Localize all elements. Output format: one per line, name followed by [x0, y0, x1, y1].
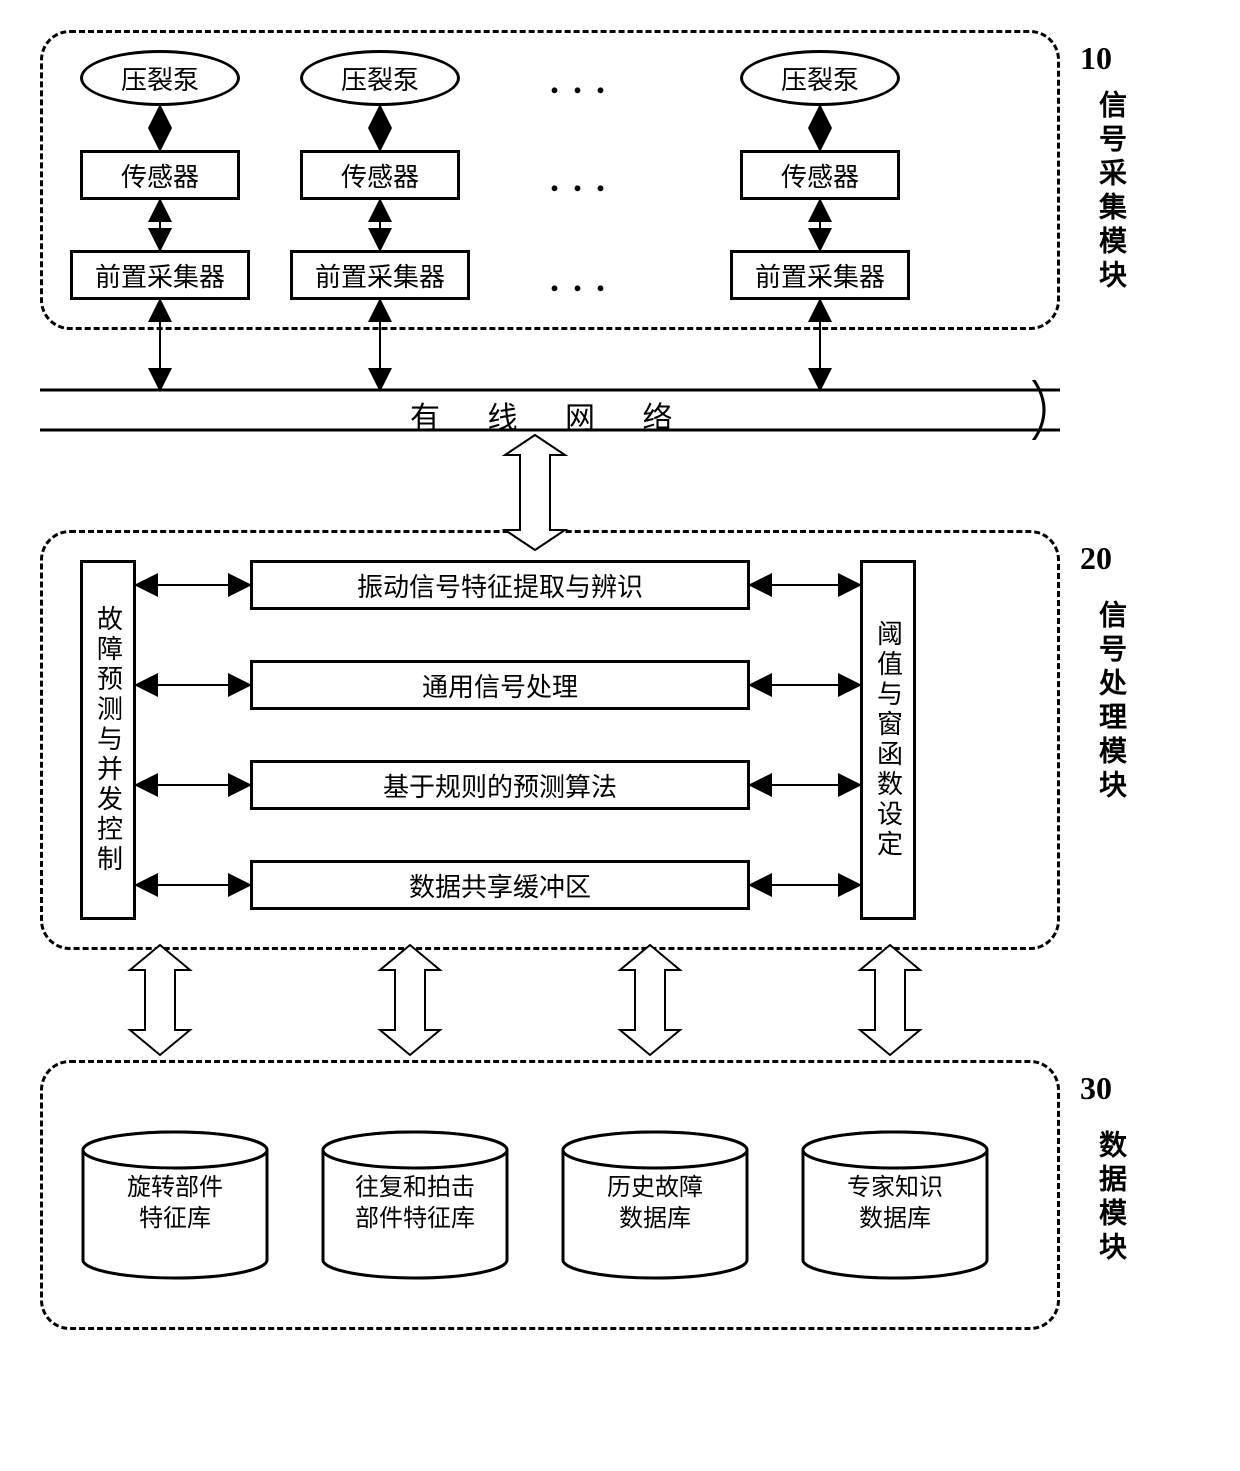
- arrows: [20, 20, 1220, 1451]
- diagram-canvas: 10 信号采集模块 压裂泵 压裂泵 ... 压裂泵 传感器 传感器 ... 传感…: [20, 20, 1220, 1451]
